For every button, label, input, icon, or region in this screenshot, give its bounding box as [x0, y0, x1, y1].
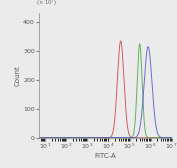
Text: ($\times$ 10$^1$): ($\times$ 10$^1$) — [36, 0, 57, 8]
X-axis label: FITC-A: FITC-A — [95, 153, 116, 159]
Y-axis label: Count: Count — [14, 65, 20, 86]
